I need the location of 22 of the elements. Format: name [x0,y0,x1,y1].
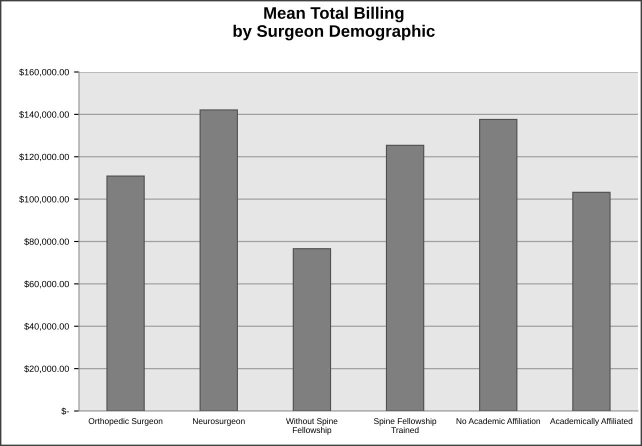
bar [292,248,332,411]
y-tick-label: $20,000.00 [24,365,69,374]
x-tick-label: Orthopedic Surgeon [88,418,162,426]
y-tick-label: $100,000.00 [19,196,69,204]
y-tick-label: $40,000.00 [24,322,69,331]
chart-title: Mean Total Billing by Surgeon Demographic [234,6,435,40]
x-tick-label: Academically Affiliated [550,418,632,426]
x-tick-label: No Academic Affiliation [456,418,540,424]
y-tick-label: $80,000.00 [24,238,69,246]
x-tick-label: Spine Fellowship Trained [374,418,436,434]
bar [106,175,145,411]
y-tick-label: $160,000.00 [19,68,69,76]
x-tick-label: Without Spine Fellowship [286,418,338,435]
bar [200,109,238,411]
bar [479,118,518,411]
x-tick-label: Neurosurgeon [193,418,245,426]
bar [386,144,424,411]
y-tick-label: $60,000.00 [24,280,69,288]
y-tick-label: $140,000.00 [19,110,69,119]
y-tick-label: $120,000.00 [19,153,69,162]
bar [572,192,611,411]
y-tick-label: $- [61,408,69,415]
